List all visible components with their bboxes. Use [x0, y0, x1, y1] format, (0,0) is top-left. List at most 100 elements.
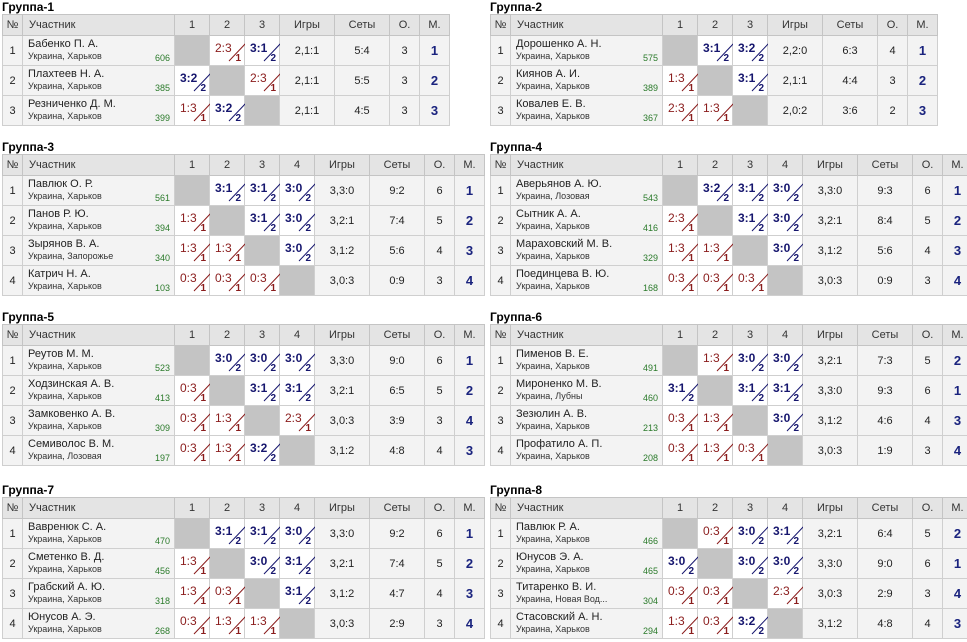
match-score-cell[interactable]: 2:3 1	[662, 205, 701, 236]
participant-name[interactable]: Юнусов А. Э.	[28, 611, 96, 623]
match-score[interactable]: 3:2	[250, 441, 268, 455]
match-score-cell[interactable]: 3:1 2	[244, 175, 283, 206]
participant-cell[interactable]: Киянов А. И. Украина, Харьков 389	[510, 65, 663, 96]
match-score-cell[interactable]: 1:3 1	[697, 435, 736, 466]
match-score[interactable]: 3:0	[285, 351, 303, 365]
match-score-cell[interactable]: 3:1 2	[244, 518, 283, 549]
match-score-cell[interactable]: 3:0 2	[767, 205, 806, 236]
match-score[interactable]: 3:1	[738, 381, 756, 395]
participant-cell[interactable]: Бабенко П. А. Украина, Харьков 606	[22, 35, 175, 66]
match-score[interactable]: 3:0	[738, 351, 756, 365]
match-score-cell[interactable]: 1:3 1	[697, 345, 736, 376]
participant-cell[interactable]: Панов Р. Ю. Украина, Харьков 394	[22, 205, 175, 236]
match-score-cell[interactable]: 1:3 1	[174, 95, 213, 126]
match-score-cell[interactable]: 3:1 2	[209, 518, 248, 549]
participant-name[interactable]: Резниченко Д. М.	[28, 98, 116, 110]
match-score[interactable]: 3:1	[703, 41, 721, 55]
match-score[interactable]: 0:3	[703, 271, 720, 285]
match-score-cell[interactable]: 3:1 2	[732, 65, 771, 96]
match-score[interactable]: 3:0	[285, 181, 303, 195]
participant-name[interactable]: Сытник А. А.	[516, 208, 581, 220]
participant-cell[interactable]: Вавренюк С. А. Украина, Харьков 470	[22, 518, 175, 549]
match-score-cell[interactable]: 0:3 1	[174, 608, 213, 639]
match-score-cell[interactable]: 0:3 1	[209, 578, 248, 609]
participant-name[interactable]: Дорошенко А. Н.	[516, 38, 602, 50]
participant-name[interactable]: Зезюлин А. В.	[516, 408, 588, 420]
participant-cell[interactable]: Поединцева В. Ю. Украина, Харьков 168	[510, 265, 663, 296]
match-score-cell[interactable]: 0:3 1	[697, 608, 736, 639]
match-score[interactable]: 1:3	[215, 441, 232, 455]
match-score[interactable]: 3:1	[285, 554, 303, 568]
match-score-cell[interactable]: 3:0 2	[662, 548, 701, 579]
match-score-cell[interactable]: 1:3 1	[174, 205, 213, 236]
match-score-cell[interactable]: 1:3 1	[209, 405, 248, 436]
match-score[interactable]: 3:1	[668, 381, 686, 395]
match-score-cell[interactable]: 0:3 1	[662, 435, 701, 466]
match-score[interactable]: 3:1	[773, 381, 791, 395]
match-score[interactable]: 0:3	[738, 441, 755, 455]
participant-name[interactable]: Вавренюк С. А.	[28, 521, 107, 533]
participant-name[interactable]: Пименов В. Е.	[516, 348, 589, 360]
match-score-cell[interactable]: 1:3 1	[697, 405, 736, 436]
participant-cell[interactable]: Юнусов Э. А. Украина, Харьков 465	[510, 548, 663, 579]
match-score[interactable]: 1:3	[180, 584, 197, 598]
participant-name[interactable]: Грабский А. Ю.	[28, 581, 106, 593]
participant-cell[interactable]: Павлюк О. Р. Украина, Харьков 561	[22, 175, 175, 206]
match-score[interactable]: 1:3	[215, 411, 232, 425]
match-score-cell[interactable]: 3:1 2	[767, 518, 806, 549]
match-score[interactable]: 3:0	[738, 554, 756, 568]
match-score-cell[interactable]: 1:3 1	[662, 65, 701, 96]
match-score[interactable]: 1:3	[180, 241, 197, 255]
participant-name[interactable]: Семиволос В. М.	[28, 438, 115, 450]
match-score-cell[interactable]: 0:3 1	[697, 578, 736, 609]
match-score[interactable]: 0:3	[180, 614, 197, 628]
match-score[interactable]: 3:0	[738, 524, 756, 538]
participant-name[interactable]: Поединцева В. Ю.	[516, 268, 610, 280]
match-score[interactable]: 3:1	[250, 524, 268, 538]
match-score[interactable]: 3:1	[250, 181, 268, 195]
match-score-cell[interactable]: 3:0 2	[279, 175, 318, 206]
match-score-cell[interactable]: 3:0 2	[767, 405, 806, 436]
match-score-cell[interactable]: 3:1 2	[697, 35, 736, 66]
participant-name[interactable]: Ходзинская А. В.	[28, 378, 115, 390]
match-score[interactable]: 3:0	[773, 351, 791, 365]
match-score-cell[interactable]: 3:0 2	[279, 205, 318, 236]
participant-cell[interactable]: Грабский А. Ю. Украина, Харьков 318	[22, 578, 175, 609]
match-score-cell[interactable]: 3:1 2	[279, 375, 318, 406]
participant-name[interactable]: Мироненко М. В.	[516, 378, 602, 390]
match-score-cell[interactable]: 3:1 2	[279, 578, 318, 609]
match-score[interactable]: 0:3	[668, 441, 685, 455]
match-score[interactable]: 1:3	[668, 71, 685, 85]
participant-cell[interactable]: Павлюк Р. А. Украина, Харьков 466	[510, 518, 663, 549]
match-score[interactable]: 3:0	[773, 241, 791, 255]
match-score[interactable]: 1:3	[703, 101, 720, 115]
participant-cell[interactable]: Юнусов А. Э. Украина, Харьков 268	[22, 608, 175, 639]
participant-cell[interactable]: Катрич Н. А. Украина, Харьков 103	[22, 265, 175, 296]
match-score[interactable]: 1:3	[215, 241, 232, 255]
participant-cell[interactable]: Мараховский М. В. Украина, Харьков 329	[510, 235, 663, 266]
match-score-cell[interactable]: 0:3 1	[732, 435, 771, 466]
match-score[interactable]: 3:2	[215, 101, 233, 115]
match-score[interactable]: 1:3	[180, 554, 197, 568]
match-score-cell[interactable]: 3:0 2	[732, 345, 771, 376]
match-score[interactable]: 3:1	[773, 524, 791, 538]
match-score[interactable]: 3:0	[285, 241, 303, 255]
match-score[interactable]: 3:2	[180, 71, 198, 85]
match-score[interactable]: 0:3	[668, 411, 685, 425]
participant-name[interactable]: Катрич Н. А.	[28, 268, 91, 280]
match-score[interactable]: 0:3	[703, 524, 720, 538]
match-score-cell[interactable]: 0:3 1	[662, 265, 701, 296]
match-score[interactable]: 3:0	[250, 351, 268, 365]
match-score[interactable]: 0:3	[668, 584, 685, 598]
match-score[interactable]: 3:0	[773, 211, 791, 225]
match-score-cell[interactable]: 3:1 2	[244, 205, 283, 236]
match-score-cell[interactable]: 1:3 1	[174, 548, 213, 579]
match-score-cell[interactable]: 3:0 2	[279, 345, 318, 376]
match-score-cell[interactable]: 3:1 2	[244, 375, 283, 406]
match-score[interactable]: 2:3	[668, 101, 685, 115]
match-score[interactable]: 0:3	[703, 584, 720, 598]
participant-name[interactable]: Мараховский М. В.	[516, 238, 613, 250]
participant-cell[interactable]: Семиволос В. М. Украина, Лозовая 197	[22, 435, 175, 466]
match-score-cell[interactable]: 0:3 1	[662, 405, 701, 436]
match-score[interactable]: 3:0	[285, 524, 303, 538]
